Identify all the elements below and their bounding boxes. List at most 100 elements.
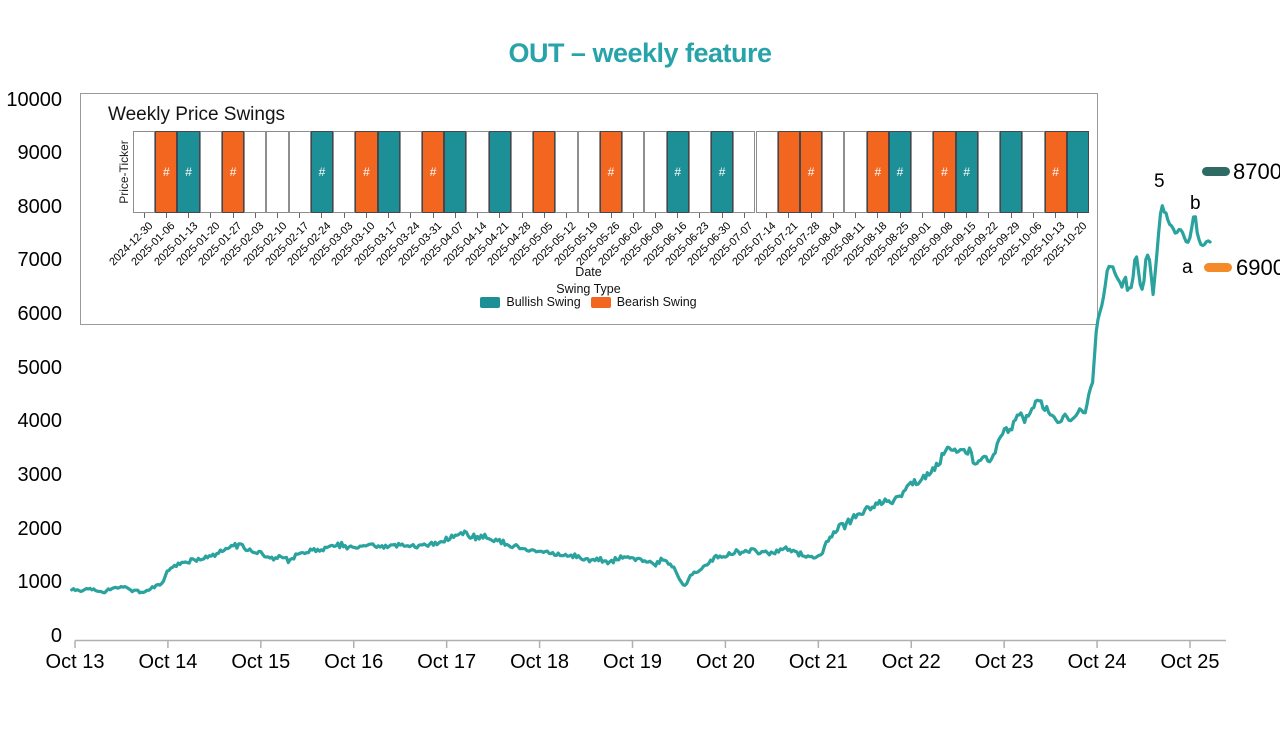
swing-bar: # bbox=[310, 131, 334, 213]
y-tick-label: 8000 bbox=[17, 195, 63, 218]
x-tick-label: Oct 17 bbox=[417, 651, 477, 673]
swing-hash-mark: # bbox=[363, 165, 370, 179]
date-tick bbox=[143, 213, 145, 218]
date-tick bbox=[1010, 213, 1012, 218]
date-tick bbox=[743, 213, 745, 218]
swing-bar bbox=[244, 131, 267, 213]
swing-bar: # bbox=[711, 131, 734, 213]
price-line bbox=[70, 204, 1212, 595]
y-tick-label: 6000 bbox=[17, 303, 63, 326]
swing-bar bbox=[133, 131, 156, 213]
swing-hash-mark: # bbox=[874, 165, 882, 179]
x-tick-label: Oct 21 bbox=[788, 651, 848, 673]
y-tick-label: 10000 bbox=[6, 88, 62, 111]
swing-bar bbox=[533, 131, 556, 213]
swing-bar: # bbox=[155, 131, 178, 213]
date-tick bbox=[988, 213, 990, 218]
inset-x-axis-label: Date bbox=[575, 265, 602, 279]
x-tick-label: Oct 16 bbox=[324, 651, 384, 673]
date-tick bbox=[1055, 213, 1057, 218]
swing-bar bbox=[288, 131, 311, 213]
date-tick bbox=[254, 213, 256, 218]
inset-title: Weekly Price Swings bbox=[108, 104, 286, 125]
x-tick-label: Oct 23 bbox=[974, 651, 1034, 673]
swing-bar: # bbox=[866, 131, 889, 213]
date-tick bbox=[321, 213, 323, 218]
date-tick bbox=[654, 213, 656, 218]
x-tick-label: Oct 13 bbox=[45, 651, 105, 673]
swing-bar: # bbox=[221, 131, 245, 213]
y-tick-label: 0 bbox=[50, 625, 62, 647]
peak-annotation: 5 bbox=[1154, 171, 1165, 192]
swing-legend: Bullish Swing Bearish Swing bbox=[81, 295, 1096, 309]
x-tick-label: Oct 25 bbox=[1160, 651, 1220, 673]
swing-bar bbox=[555, 131, 578, 213]
y-tick-label: 3000 bbox=[17, 464, 63, 487]
date-tick bbox=[832, 213, 834, 218]
y-tick-label: 5000 bbox=[17, 356, 63, 379]
swing-bar bbox=[822, 131, 845, 213]
date-tick bbox=[788, 213, 790, 218]
y-tick-label: 2000 bbox=[17, 517, 63, 540]
date-tick bbox=[521, 213, 523, 218]
marker-a-value: 6900 bbox=[1236, 255, 1280, 280]
bearish-swatch-icon bbox=[590, 296, 611, 308]
x-tick-label: Oct 15 bbox=[231, 651, 291, 673]
marker-b-dash-icon bbox=[1202, 167, 1230, 176]
date-tick bbox=[210, 213, 212, 218]
swing-hash-mark: # bbox=[896, 165, 904, 179]
swing-bar bbox=[644, 131, 667, 213]
y-tick-label: 1000 bbox=[17, 571, 63, 594]
date-tick bbox=[477, 213, 479, 218]
x-tick-label: Oct 20 bbox=[695, 651, 755, 673]
date-tick bbox=[365, 213, 367, 218]
date-tick bbox=[188, 213, 190, 218]
swing-bar: # bbox=[1044, 131, 1067, 213]
date-tick bbox=[855, 213, 857, 218]
date-tick bbox=[899, 213, 901, 218]
swing-strip: # # # # # # # # # # # # # # # bbox=[133, 131, 1089, 213]
swing-hash-mark: # bbox=[1052, 165, 1059, 179]
swing-bar: # bbox=[955, 131, 978, 213]
swing-hash-mark: # bbox=[229, 165, 237, 179]
swing-hash-mark: # bbox=[162, 165, 170, 179]
bullish-swatch-icon bbox=[480, 296, 501, 308]
swing-hash-mark: # bbox=[963, 165, 971, 179]
date-tick bbox=[566, 213, 568, 218]
date-tick bbox=[610, 213, 612, 218]
date-tick bbox=[721, 213, 723, 218]
swing-bar: # bbox=[177, 131, 200, 213]
date-tick bbox=[343, 213, 345, 218]
x-tick-label: Oct 18 bbox=[510, 651, 570, 673]
swing-bar bbox=[622, 131, 645, 213]
date-tick bbox=[921, 213, 923, 218]
swing-hash-mark: # bbox=[941, 165, 948, 179]
date-tick bbox=[410, 213, 412, 218]
swing-bar bbox=[777, 131, 800, 213]
date-tick bbox=[165, 213, 167, 218]
y-tick-label: 4000 bbox=[17, 410, 63, 433]
swing-bar bbox=[199, 131, 222, 213]
date-tick bbox=[810, 213, 812, 218]
marker-a-letter: a bbox=[1182, 257, 1193, 278]
marker-b-value: 8700 bbox=[1233, 159, 1280, 184]
swing-bar: # bbox=[933, 131, 956, 213]
x-tick-label: Oct 22 bbox=[881, 651, 941, 673]
swing-bar: # bbox=[355, 131, 378, 213]
swing-bar bbox=[510, 131, 534, 213]
swing-bar: # bbox=[422, 131, 445, 213]
swing-bar bbox=[377, 131, 400, 213]
date-tick bbox=[1032, 213, 1034, 218]
swing-bar bbox=[755, 131, 778, 213]
swing-hash-mark: # bbox=[185, 165, 192, 179]
swing-hash-mark: # bbox=[318, 165, 326, 179]
swing-bar: # bbox=[666, 131, 689, 213]
legend-label-bullish: Bullish Swing bbox=[506, 295, 581, 309]
date-tick bbox=[454, 213, 456, 218]
date-tick bbox=[388, 213, 390, 218]
y-tick-label: 9000 bbox=[17, 142, 63, 165]
swing-bar bbox=[266, 131, 289, 213]
swing-bar bbox=[466, 131, 489, 213]
